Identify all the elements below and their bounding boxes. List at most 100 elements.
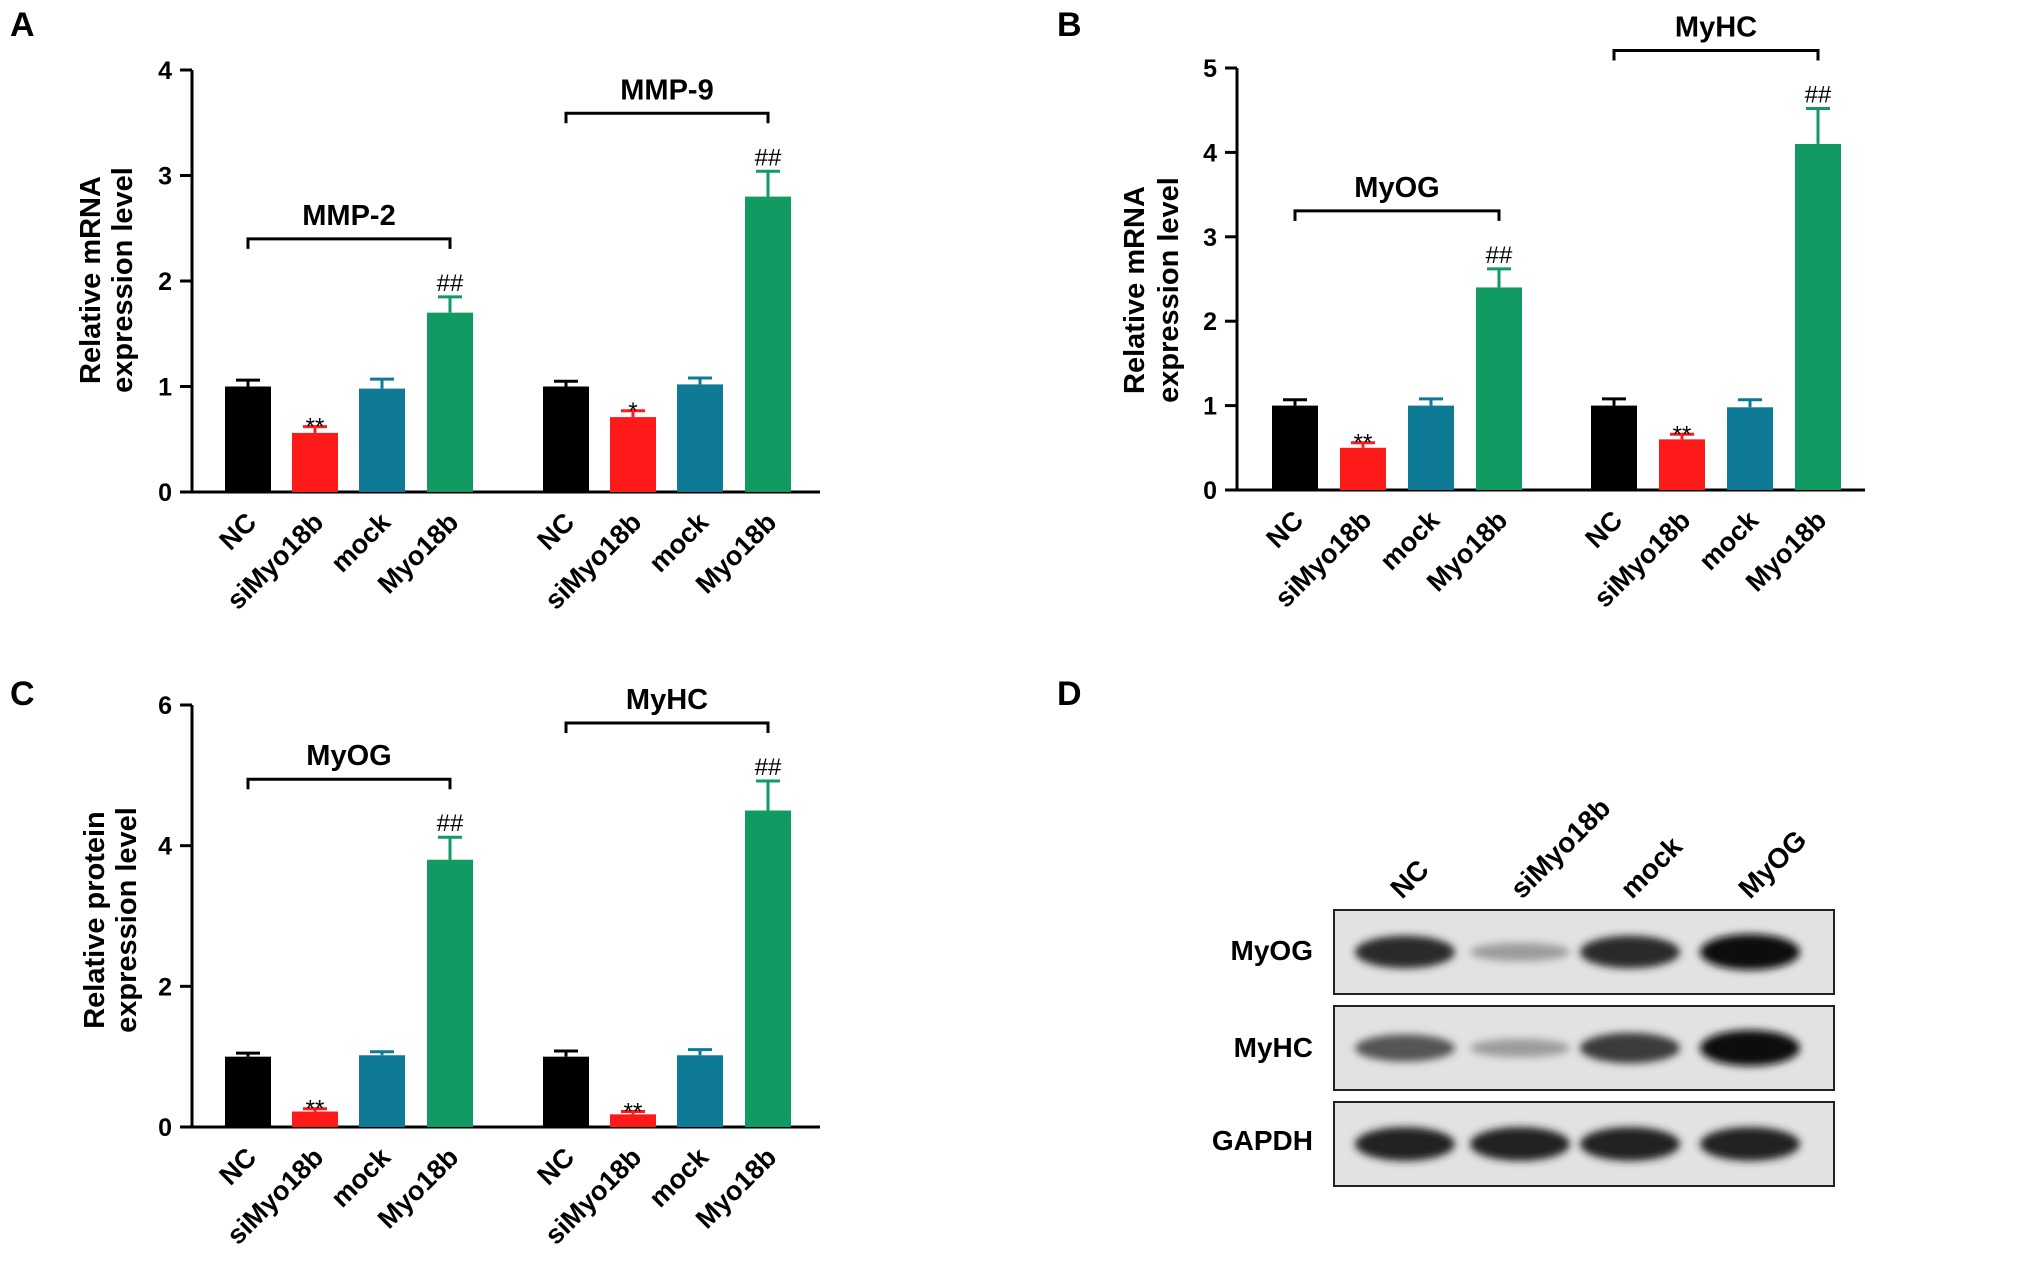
blot-band-myhc-myog: [1700, 1030, 1800, 1066]
chart-c: 0 2 4 6 Relative protein expression level NC **…: [79, 684, 820, 1250]
blot-band-myog-nc: [1355, 935, 1455, 969]
category-label-b-nc: NC: [1260, 505, 1309, 554]
bar-c-myog-simyo18b: [292, 1111, 338, 1127]
group-bracket-c-myog: [246, 777, 452, 790]
bar-a-mmp-9-mock: [677, 384, 723, 492]
y-tick-label-c: 0: [158, 1114, 172, 1142]
significance-label-a-mmp-9-myo18b: ##: [755, 144, 782, 171]
significance-label-b-myhc-simyo18b: **: [1673, 421, 1692, 448]
blot-lane-label-simyo18b: siMyo18b: [1504, 792, 1616, 904]
significance-label-c-myog-myo18b: ##: [437, 810, 464, 837]
significance-label-b-myog-myo18b: ##: [1486, 242, 1513, 269]
y-tick-label-c: 4: [158, 833, 172, 861]
bar-b-myog-nc: [1272, 405, 1318, 490]
category-label-c-nc: NC: [531, 1142, 580, 1191]
bar-a-mmp-2-simyo18b: [292, 432, 338, 492]
blot-lane-label-mock: mock: [1614, 830, 1688, 904]
category-label-a-nc: NC: [213, 507, 262, 556]
y-tick-label-b: 1: [1203, 393, 1217, 421]
panel-letter-d: D: [1057, 675, 1082, 713]
blot-band-myhc-mock: [1580, 1032, 1680, 1064]
y-axis-label-c: Relative protein: [79, 811, 111, 1029]
group-label-a-mmp-9: MMP-9: [620, 74, 713, 106]
bar-c-myog-nc: [225, 1056, 271, 1127]
y-tick-label-a: 2: [158, 268, 172, 296]
blot-band-myog-simyo18b: [1470, 942, 1570, 962]
blot-band-gapdh-myog: [1700, 1127, 1800, 1161]
bar-b-myhc-myo18b: [1795, 143, 1841, 490]
group-bracket-a-mmp-9: [564, 111, 770, 124]
bar-c-myhc-nc: [543, 1056, 589, 1127]
bar-c-myhc-mock: [677, 1055, 723, 1127]
blot-band-myog-myog: [1700, 934, 1800, 970]
y-tick-label-b: 4: [1203, 139, 1217, 167]
group-label-c-myog: MyOG: [306, 740, 391, 772]
y-tick-label-b: 3: [1203, 224, 1217, 252]
group-label-b-myog: MyOG: [1354, 172, 1439, 204]
category-label-b-nc: NC: [1579, 505, 1628, 554]
bar-a-mmp-2-mock: [359, 388, 405, 492]
significance-label-a-mmp-9-simyo18b: *: [628, 398, 637, 425]
significance-label-b-myog-simyo18b: **: [1354, 430, 1373, 457]
blot-band-myhc-simyo18b: [1470, 1038, 1570, 1058]
panel-letter-c: C: [10, 675, 35, 713]
y-tick-label-b: 5: [1203, 55, 1217, 83]
y-tick-label-b: 0: [1203, 477, 1217, 505]
panel-letter-b: B: [1057, 6, 1082, 44]
blot-band-myhc-nc: [1355, 1034, 1455, 1062]
y-tick-label-b: 2: [1203, 308, 1217, 336]
bar-b-myhc-nc: [1591, 405, 1637, 490]
y-tick-label-a: 1: [158, 374, 172, 402]
blot-band-gapdh-mock: [1580, 1127, 1680, 1161]
blot-lane-label-myog: MyOG: [1732, 824, 1812, 904]
blot-bands: [1355, 934, 1800, 1161]
group-bracket-c-myhc: [564, 721, 770, 733]
bar-a-mmp-9-nc: [543, 386, 589, 492]
group-bracket-a-mmp-2: [246, 237, 452, 249]
y-tick-label-c: 2: [158, 973, 172, 1001]
western-blot: NC siMyo18b mock MyOG MyOG MyHC GAPDH: [1212, 792, 1835, 1187]
bar-c-myhc-myo18b: [745, 810, 791, 1127]
group-label-b-myhc: MyHC: [1675, 12, 1757, 44]
bar-c-myhc-simyo18b: [610, 1114, 656, 1127]
bar-a-mmp-9-simyo18b: [610, 417, 656, 492]
bar-b-myog-mock: [1408, 405, 1454, 490]
bar-b-myog-myo18b: [1476, 287, 1522, 490]
y-axis-label-b: Relative mRNA: [1119, 186, 1151, 394]
y-axis-label-b: expression level: [1153, 177, 1185, 403]
significance-label-c-myhc-myo18b: ##: [755, 754, 782, 781]
group-bracket-b-myhc: [1612, 49, 1820, 61]
bar-c-myog-myo18b: [427, 859, 473, 1127]
y-tick-label-c: 6: [158, 692, 172, 720]
y-tick-label-a: 3: [158, 163, 172, 191]
y-axis-label-c: expression level: [111, 807, 143, 1033]
panel-letter-a: A: [10, 6, 35, 44]
y-tick-label-a: 4: [158, 57, 172, 85]
significance-label-a-mmp-2-simyo18b: **: [306, 414, 325, 441]
bar-a-mmp-2-nc: [225, 386, 271, 492]
bar-b-myhc-simyo18b: [1659, 439, 1705, 490]
blot-row-label-myog: MyOG: [1231, 935, 1313, 966]
group-bracket-b-myog: [1293, 209, 1501, 221]
blot-lane-label-nc: NC: [1384, 854, 1435, 905]
bar-a-mmp-2-myo18b: [427, 312, 473, 492]
blot-band-gapdh-simyo18b: [1470, 1127, 1570, 1161]
y-axis-label-a: Relative mRNA: [75, 176, 107, 384]
bar-b-myog-simyo18b: [1340, 447, 1386, 490]
category-label-c-nc: NC: [213, 1142, 262, 1191]
group-label-a-mmp-2: MMP-2: [302, 200, 395, 232]
significance-label-c-myhc-simyo18b: **: [624, 1099, 643, 1126]
blot-row-label-gapdh: GAPDH: [1212, 1125, 1313, 1156]
group-label-c-myhc: MyHC: [626, 684, 708, 716]
bar-b-myhc-mock: [1727, 407, 1773, 490]
bar-a-mmp-9-myo18b: [745, 196, 791, 492]
category-label-a-nc: NC: [531, 507, 580, 556]
significance-label-c-myog-simyo18b: **: [306, 1096, 325, 1123]
y-axis-label-a: expression level: [107, 167, 139, 393]
blot-band-myog-mock: [1580, 935, 1680, 969]
y-tick-label-a: 0: [158, 479, 172, 507]
significance-label-a-mmp-2-myo18b: ##: [437, 270, 464, 297]
